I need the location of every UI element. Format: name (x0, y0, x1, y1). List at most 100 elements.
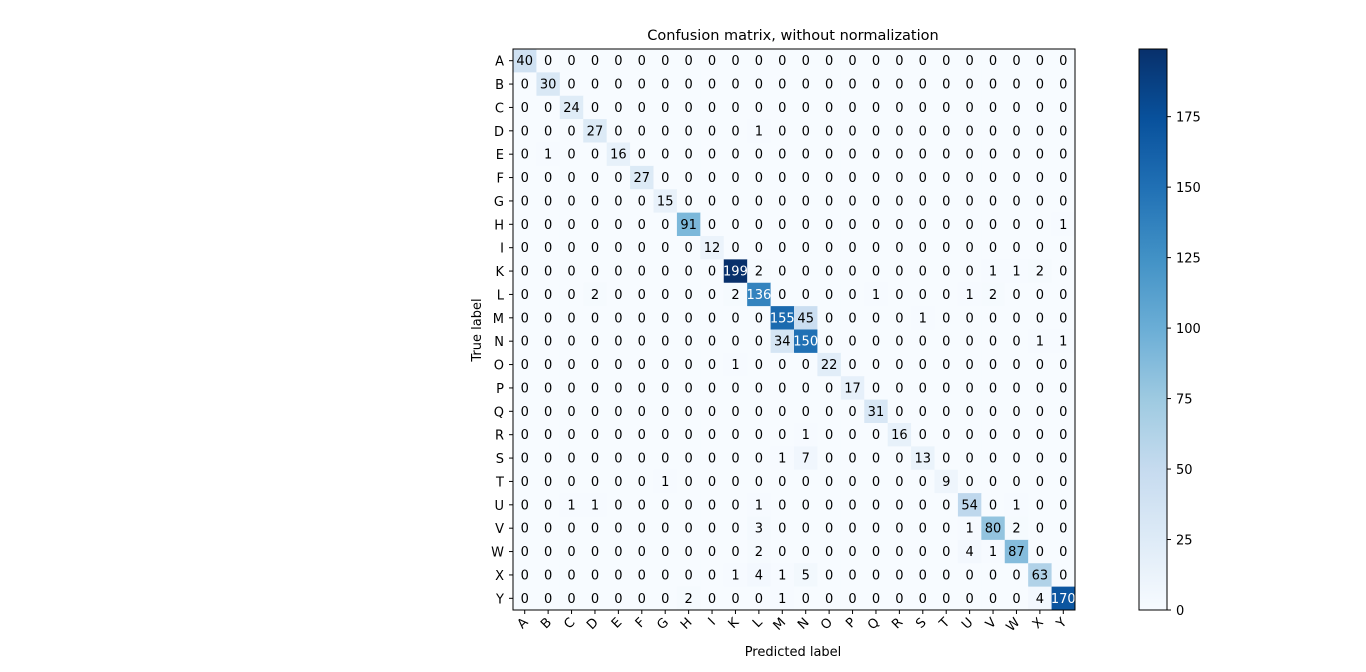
cell-value-label: 0 (965, 241, 973, 256)
heatmap-cell (770, 236, 795, 260)
heatmap-cell (817, 95, 842, 120)
cell-value-label: 0 (755, 148, 763, 163)
heatmap-cell (700, 352, 725, 377)
heatmap-cell (583, 399, 608, 424)
heatmap-cell (653, 119, 678, 143)
cell-value-label: 0 (567, 452, 575, 467)
cell-value-label: 0 (661, 568, 669, 583)
heatmap-cell (1028, 259, 1052, 284)
heatmap-cell (700, 236, 725, 260)
cell-value-label: 0 (802, 194, 810, 209)
cell-value-label: 4 (965, 545, 973, 560)
cell-value-label: 0 (872, 78, 880, 93)
cell-value-label: 0 (731, 171, 739, 186)
cell-value-label: 0 (942, 265, 950, 280)
heatmap-cell (513, 236, 537, 260)
heatmap-cell (583, 212, 608, 237)
heatmap-cell (934, 376, 959, 401)
cell-value-label: 0 (638, 241, 646, 256)
cell-value-label: 0 (731, 475, 739, 490)
cell-value-label: 0 (919, 522, 927, 537)
cell-value-label: 1 (1059, 335, 1067, 350)
cell-value-label: 0 (895, 452, 903, 467)
heatmap-cell (723, 516, 748, 541)
cell-value-label: 0 (731, 428, 739, 443)
cell-value-label: 0 (989, 428, 997, 443)
cell-value-label: 0 (614, 335, 622, 350)
heatmap-cell (1051, 212, 1076, 237)
heatmap-cell (934, 469, 959, 494)
heatmap-cell (630, 399, 654, 424)
heatmap-cell (794, 376, 818, 401)
heatmap-cell (723, 72, 748, 97)
heatmap-cell (676, 212, 701, 237)
heatmap-cell (653, 329, 678, 354)
cell-value-label: 0 (708, 311, 716, 326)
heatmap-cell (583, 95, 608, 120)
heatmap-cell (817, 282, 842, 307)
heatmap-cell (559, 282, 584, 307)
cell-value-label: 0 (638, 545, 646, 560)
cell-value-label: 0 (731, 124, 739, 139)
heatmap-cell (747, 72, 771, 97)
cell-value-label: 0 (965, 335, 973, 350)
cell-value-label: 0 (591, 592, 599, 607)
cell-value-label: 0 (614, 265, 622, 280)
heatmap-cell (864, 352, 889, 377)
cell-value-label: 13 (915, 452, 932, 467)
cell-value-label: 0 (638, 335, 646, 350)
cell-value-label: 0 (895, 545, 903, 560)
heatmap-cell (700, 329, 725, 354)
heatmap-cell (676, 259, 701, 284)
heatmap-cell (840, 516, 865, 541)
cell-value-label: 0 (591, 335, 599, 350)
heatmap-cell (957, 142, 982, 167)
heatmap-cell (887, 352, 912, 377)
cell-value-label: 0 (521, 241, 529, 256)
heatmap-cell (981, 212, 1006, 237)
cell-value-label: 91 (680, 218, 697, 233)
cell-value-label: 1 (778, 592, 786, 607)
cell-value-label: 0 (825, 428, 833, 443)
heatmap-cell (887, 95, 912, 120)
heatmap-cell (559, 142, 584, 167)
heatmap-cell (630, 306, 654, 330)
x-tick-label: E (609, 615, 625, 631)
heatmap-cell (583, 72, 608, 97)
cell-value-label: 0 (661, 498, 669, 513)
cell-value-label: 0 (638, 194, 646, 209)
cell-value-label: 0 (1012, 568, 1020, 583)
cell-value-label: 1 (755, 124, 763, 139)
cell-value-label: 0 (1012, 101, 1020, 116)
heatmap-cell (583, 352, 608, 377)
cell-value-label: 0 (1012, 218, 1020, 233)
heatmap-cell (559, 329, 584, 354)
y-tick-label: I (500, 242, 504, 257)
cell-value-label: 0 (919, 381, 927, 396)
heatmap-cell (583, 306, 608, 330)
cell-value-label: 0 (848, 522, 856, 537)
cell-value-label: 0 (1012, 475, 1020, 490)
heatmap-cell (911, 142, 935, 167)
heatmap-cell (723, 469, 748, 494)
cell-value-label: 0 (1012, 54, 1020, 69)
heatmap-cell (747, 399, 771, 424)
heatmap-cell (1028, 352, 1052, 377)
cell-value-label: 0 (1059, 358, 1067, 373)
cell-value-label: 0 (731, 78, 739, 93)
cell-value-label: 0 (684, 335, 692, 350)
heatmap-cell (559, 493, 584, 517)
cell-value-label: 0 (591, 522, 599, 537)
cell-value-label: 0 (591, 148, 599, 163)
cell-value-label: 0 (942, 171, 950, 186)
cell-value-label: 0 (731, 101, 739, 116)
cell-value-label: 0 (684, 78, 692, 93)
cell-value-label: 1 (802, 428, 810, 443)
heatmap-cell (794, 165, 818, 190)
heatmap-cell (1004, 446, 1029, 471)
cell-value-label: 0 (731, 54, 739, 69)
cell-value-label: 0 (614, 592, 622, 607)
cell-value-label: 0 (802, 265, 810, 280)
heatmap-cell (606, 516, 631, 541)
